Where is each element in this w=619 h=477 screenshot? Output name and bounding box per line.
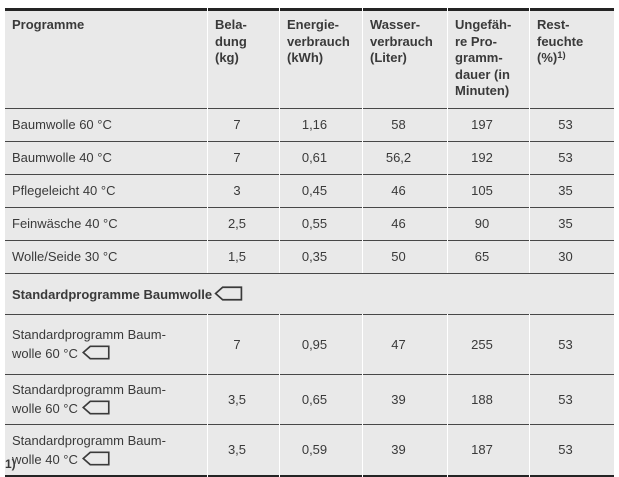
cell-water: 39 [363, 423, 447, 477]
column-header-beladung-label: Bela- dung (kg) [215, 17, 247, 65]
column-header-energieverbrauch: Energie- verbrauch (kWh) [280, 8, 362, 108]
column-header-programmdauer-label: Ungefäh- re Pro- gramm- dauer (in Minute… [455, 17, 512, 98]
table-row-standardprogramm-40-half: Standardprogramm Baum- wolle 40 °C 3,5 0… [5, 423, 614, 477]
cell-program: Standardprogramm Baum- wolle 60 °C [5, 373, 207, 424]
cotton-programme-tag-icon [81, 400, 110, 415]
cell-duration: 188 [448, 373, 529, 424]
cell-duration: 192 [448, 140, 529, 174]
cell-load: 3,5 [208, 423, 279, 477]
cell-duration: 105 [448, 173, 529, 207]
cell-program: Pflegeleicht 40 °C [5, 173, 207, 207]
cotton-programme-tag-icon [214, 285, 243, 301]
cotton-programme-tag-icon [81, 451, 110, 465]
cell-water: 46 [363, 173, 447, 207]
cell-moisture: 30 [530, 239, 614, 273]
table-header: Programme Bela- dung (kg) Energie- verbr… [5, 8, 614, 108]
cell-load: 3,5 [208, 373, 279, 424]
section-header-cell: Standardprogramme Baumwolle [5, 272, 614, 314]
cell-moisture: 35 [530, 206, 614, 240]
table-row-standardprogramm-60-full: Standardprogramm Baum- wolle 60 °C 7 0,9… [5, 313, 614, 374]
cell-load: 1,5 [208, 239, 279, 273]
cell-energy: 0,45 [280, 173, 362, 207]
column-header-wasserverbrauch-label: Wasser- verbrauch (Liter) [370, 17, 433, 65]
cell-load: 7 [208, 107, 279, 141]
cell-program-label: Standardprogramm Baum- wolle 60 °C [12, 382, 166, 416]
cell-program: Wolle/Seide 30 °C [5, 239, 207, 273]
cell-moisture: 53 [530, 423, 614, 477]
header-row: Programme Bela- dung (kg) Energie- verbr… [5, 8, 614, 108]
cell-energy: 0,35 [280, 239, 362, 273]
cell-load: 2,5 [208, 206, 279, 240]
cell-water: 56,2 [363, 140, 447, 174]
column-header-energieverbrauch-label: Energie- verbrauch (kWh) [287, 17, 350, 65]
cell-load: 7 [208, 313, 279, 374]
cell-energy: 0,59 [280, 423, 362, 477]
cell-water: 39 [363, 373, 447, 424]
footnote-marker: 1) [5, 457, 16, 471]
cell-program-label: Standardprogramm Baum- wolle 60 °C [12, 327, 166, 361]
cell-water: 58 [363, 107, 447, 141]
column-header-programme-label: Programme [12, 17, 85, 32]
cell-moisture: 35 [530, 173, 614, 207]
column-header-beladung: Bela- dung (kg) [208, 8, 279, 108]
column-header-restfeuchte-label: Rest- feuchte (%) [537, 17, 584, 65]
cell-duration: 255 [448, 313, 529, 374]
cell-program: Baumwolle 40 °C [5, 140, 207, 174]
cell-water: 50 [363, 239, 447, 273]
consumption-table: Programme Bela- dung (kg) Energie- verbr… [4, 8, 615, 477]
section-header-label: Standardprogramme Baumwolle [12, 286, 213, 302]
cell-energy: 0,95 [280, 313, 362, 374]
table-body: Baumwolle 60 °C 7 1,16 58 197 53 Baumwol… [5, 107, 614, 477]
cell-moisture: 53 [530, 140, 614, 174]
cell-program: Baumwolle 60 °C [5, 107, 207, 141]
footnote-reference-marker: 1) [557, 50, 566, 61]
table-row-standardprogramm-60-half: Standardprogramm Baum- wolle 60 °C 3,5 0… [5, 373, 614, 424]
cell-load: 7 [208, 140, 279, 174]
cell-energy: 0,61 [280, 140, 362, 174]
column-header-programmdauer: Ungefäh- re Pro- gramm- dauer (in Minute… [448, 8, 529, 108]
cell-duration: 197 [448, 107, 529, 141]
table-row-baumwolle-60: Baumwolle 60 °C 7 1,16 58 197 53 [5, 107, 614, 141]
column-header-wasserverbrauch: Wasser- verbrauch (Liter) [363, 8, 447, 108]
cell-program: Standardprogramm Baum- wolle 40 °C [5, 423, 207, 477]
cotton-programme-tag-icon [81, 345, 110, 360]
column-header-programme: Programme [5, 8, 207, 108]
cell-duration: 187 [448, 423, 529, 477]
table-row-baumwolle-40: Baumwolle 40 °C 7 0,61 56,2 192 53 [5, 140, 614, 174]
section-header-row-standardprogramme: Standardprogramme Baumwolle [5, 272, 614, 314]
column-header-restfeuchte: Rest- feuchte (%)1) [530, 8, 614, 108]
table-row-pflegeleicht-40: Pflegeleicht 40 °C 3 0,45 46 105 35 [5, 173, 614, 207]
cell-program: Feinwäsche 40 °C [5, 206, 207, 240]
cell-duration: 65 [448, 239, 529, 273]
cell-moisture: 53 [530, 107, 614, 141]
cell-moisture: 53 [530, 373, 614, 424]
cell-program: Standardprogramm Baum- wolle 60 °C [5, 313, 207, 374]
table-row-feinwaesche-40: Feinwäsche 40 °C 2,5 0,55 46 90 35 [5, 206, 614, 240]
cell-moisture: 53 [530, 313, 614, 374]
cell-load: 3 [208, 173, 279, 207]
cell-energy: 1,16 [280, 107, 362, 141]
table-row-wolle-seide-30: Wolle/Seide 30 °C 1,5 0,35 50 65 30 [5, 239, 614, 273]
cell-water: 46 [363, 206, 447, 240]
cell-water: 47 [363, 313, 447, 374]
cell-duration: 90 [448, 206, 529, 240]
cell-energy: 0,65 [280, 373, 362, 424]
cell-energy: 0,55 [280, 206, 362, 240]
